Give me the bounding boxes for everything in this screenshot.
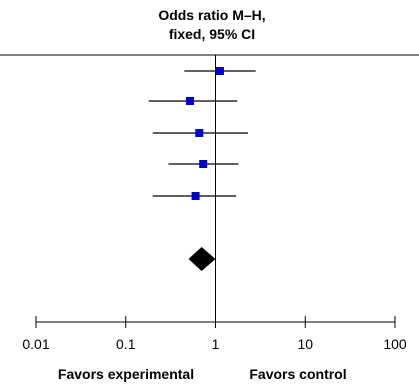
- left-favors-label: Favors experimental: [58, 366, 194, 382]
- header-line-1: Odds ratio M–H,: [158, 7, 265, 23]
- right-favors-label: Favors control: [249, 366, 346, 382]
- x-tick-label-1: 0.1: [116, 336, 136, 352]
- x-tick-label-4: 100: [383, 336, 407, 352]
- study-marker-4: [199, 160, 208, 168]
- header-line-2: fixed, 95% CI: [169, 26, 255, 42]
- plot-area: 0.01 0.1 1 10 100: [22, 55, 407, 352]
- x-tick-label-2: 1: [212, 336, 220, 352]
- x-tick-label-3: 10: [297, 336, 313, 352]
- pooled-diamond: [188, 247, 216, 271]
- study-marker-3: [195, 129, 204, 137]
- study-marker-2: [186, 97, 195, 105]
- study-marker-1: [215, 67, 224, 75]
- x-tick-label-0: 0.01: [22, 336, 49, 352]
- study-marker-5: [191, 192, 200, 200]
